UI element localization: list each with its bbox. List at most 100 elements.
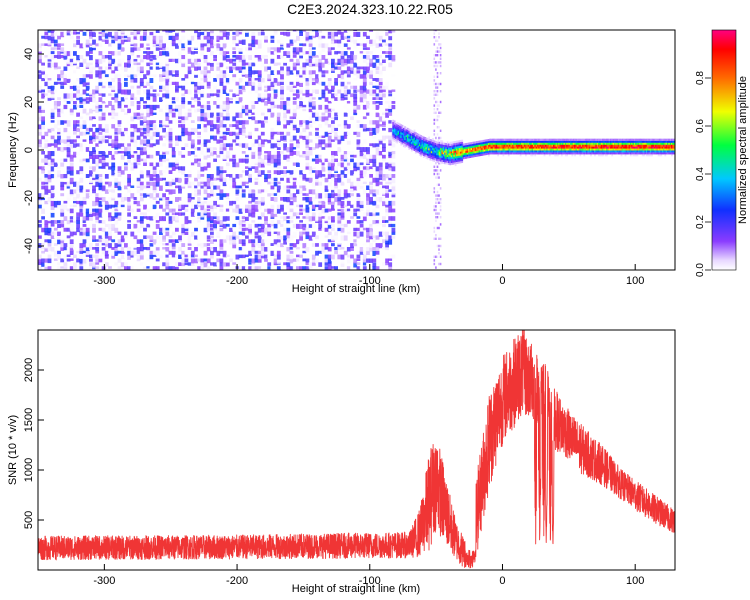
spectrogram-cell (426, 147, 429, 150)
spectrogram-cell (92, 116, 96, 120)
spectrogram-cell (248, 174, 252, 178)
spectrogram-cell (178, 189, 182, 194)
spectrogram-cell (273, 262, 278, 266)
spectrogram-cell (392, 119, 395, 122)
spectrogram-cell (187, 39, 192, 45)
spectrogram-cell (369, 247, 373, 252)
spectrogram-cell (79, 158, 84, 163)
spectrogram-cell (111, 250, 116, 256)
spectrogram-cell (197, 35, 201, 40)
spectrogram-cell (372, 78, 377, 81)
spectrogram-cell (89, 127, 93, 132)
spectrogram-cell (66, 166, 71, 170)
spectrogram-cell (206, 258, 211, 264)
spectrogram-cell (120, 266, 125, 270)
spectrogram-cell (159, 154, 163, 160)
spectrogram-cell (232, 227, 237, 231)
spectrogram-cell (362, 51, 367, 54)
spectrogram-cell (124, 151, 128, 157)
spectrogram-cell (372, 258, 377, 263)
spectrogram-cell (334, 62, 338, 66)
spectrogram-cell (69, 85, 74, 90)
spectrogram-cell (302, 154, 307, 158)
spectrogram-cell (104, 30, 109, 34)
spectrogram-cell (446, 143, 449, 146)
spectrogram-cell (356, 58, 361, 64)
spectrogram-cell (450, 147, 453, 150)
spectrogram-cell (203, 55, 208, 59)
spectrogram-cell (260, 31, 265, 36)
spectrogram-cell (296, 223, 300, 229)
spectrogram-cell (260, 120, 265, 125)
spectrogram-cell (260, 139, 265, 145)
spectrogram-cell (155, 266, 160, 270)
spectrogram-cell (206, 239, 211, 242)
spectrogram-cell (117, 223, 122, 227)
spectrogram-cell (346, 258, 351, 264)
spectrogram-cell (114, 154, 119, 158)
spectrogram-cell (66, 181, 71, 187)
spectrogram-cell (254, 58, 259, 64)
spectrogram-cell (375, 266, 380, 270)
spectrogram-cell (82, 31, 87, 36)
spectrogram-cell (481, 153, 483, 156)
spectrogram-cell (343, 120, 348, 126)
spectrogram-cell (273, 212, 278, 217)
spectrogram-cell (155, 55, 160, 59)
spectrogram-cell (85, 78, 90, 83)
spectrogram-cell (38, 131, 42, 136)
spectrogram-cell (181, 85, 186, 91)
spectrogram-cell (436, 165, 439, 168)
spectrogram-cell (362, 70, 367, 75)
spectrogram-cell (436, 216, 439, 219)
spectrogram-cell (210, 193, 214, 197)
spectrogram-cell (324, 185, 329, 191)
spectrogram-cell (47, 81, 52, 86)
spectrogram-cell (50, 247, 55, 252)
spectrogram-cell (346, 139, 351, 145)
spectrogram-cell (299, 243, 303, 248)
spectrogram-cell (216, 116, 221, 122)
spectrogram-cell (308, 78, 313, 83)
spectrogram-cell (260, 55, 265, 59)
spectrogram-cell (356, 254, 361, 259)
spectrogram-cell (219, 170, 224, 174)
spectrogram-cell (200, 62, 205, 67)
spectrogram-cell (273, 143, 278, 148)
spectrogram-cell (337, 254, 342, 260)
spectrogram-cell (136, 220, 141, 223)
spectrogram-cell (276, 231, 281, 236)
spectrogram-cell (213, 58, 217, 62)
spectrogram-cell (292, 231, 297, 236)
spectrogram-cell (491, 146, 494, 149)
spectrogram-cell (162, 135, 166, 138)
spectrogram-cell (76, 189, 80, 194)
spectrogram-cell (311, 174, 316, 177)
spectrogram-cell (73, 181, 77, 187)
spectrogram-cell (435, 64, 437, 68)
spectrogram-cell (136, 162, 141, 166)
spectrogram-cell (79, 243, 84, 248)
spectrogram-cell (429, 140, 432, 144)
spectrogram-cell (114, 30, 119, 32)
spectrogram-cell (382, 135, 386, 141)
spectrogram-cell (435, 86, 437, 89)
spectrogram-cell (50, 97, 55, 100)
spectrogram-cell (305, 39, 310, 43)
spectrogram-cell (41, 62, 45, 66)
spectrogram-cell (435, 82, 437, 86)
spectrogram-cell (350, 185, 354, 189)
spectrogram-cell (235, 89, 240, 95)
spectrogram-cell (283, 101, 287, 105)
spectrogram-cell (292, 262, 297, 267)
spectrogram-cell (302, 120, 307, 124)
spectrogram-cell (165, 112, 170, 117)
spectrogram-cell (334, 158, 338, 162)
spectrogram-cell (393, 132, 396, 135)
spectrogram-cell (270, 243, 275, 246)
spectrogram-cell (286, 112, 291, 115)
spectrogram-cell (108, 85, 112, 89)
spectrogram-cell (47, 35, 52, 41)
spectrogram-cell (264, 208, 268, 212)
spectrogram-cell (57, 220, 61, 224)
